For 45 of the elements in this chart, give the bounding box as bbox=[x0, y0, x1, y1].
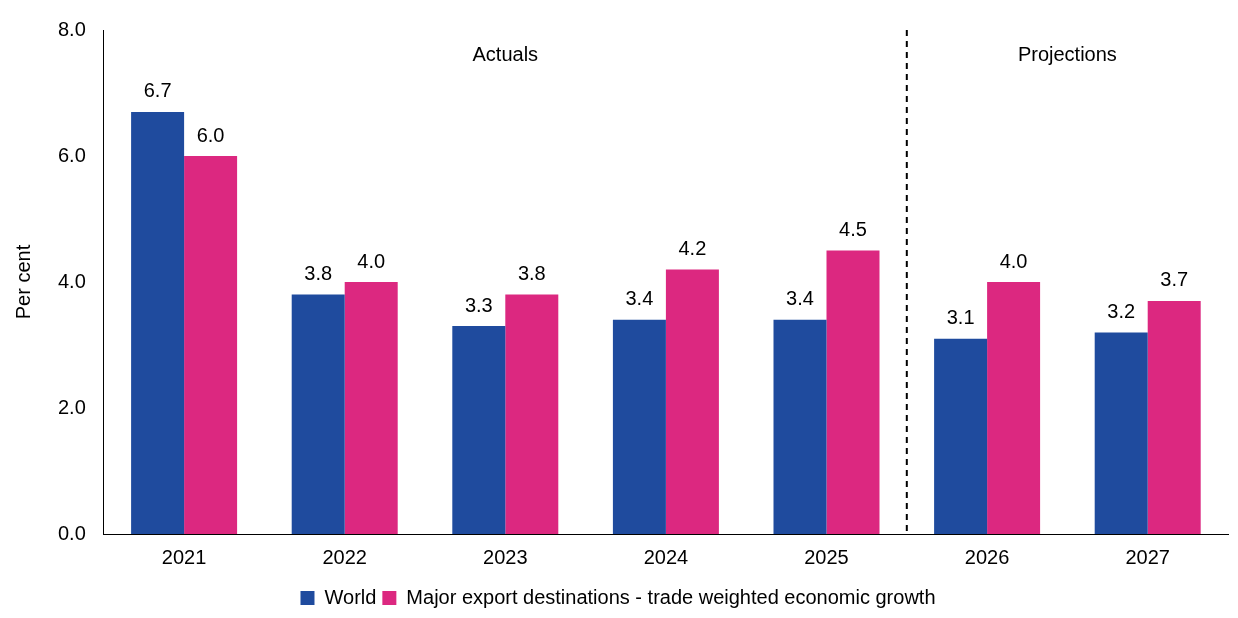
y-tick-label: 2.0 bbox=[57, 395, 86, 418]
data-label: 6.0 bbox=[196, 123, 225, 146]
bar bbox=[665, 269, 719, 534]
bar bbox=[452, 326, 506, 534]
legend-label: Major export destinations - trade weighted economic growth bbox=[406, 585, 936, 608]
bar bbox=[934, 338, 988, 534]
bar bbox=[1094, 332, 1148, 534]
bar bbox=[505, 294, 559, 534]
x-tick-label: 2027 bbox=[1125, 545, 1170, 568]
data-label: 4.0 bbox=[999, 249, 1028, 272]
data-label: 3.4 bbox=[625, 287, 654, 310]
y-tick-label: 4.0 bbox=[57, 269, 86, 292]
data-label: 3.7 bbox=[1160, 268, 1189, 291]
bar bbox=[826, 250, 880, 534]
data-label: 3.8 bbox=[517, 262, 546, 285]
y-tick-label: 8.0 bbox=[57, 17, 86, 40]
y-tick-label: 0.0 bbox=[57, 521, 86, 544]
data-label: 4.2 bbox=[678, 236, 707, 259]
bar bbox=[1147, 300, 1201, 534]
y-axis-title: Per cent bbox=[11, 244, 34, 320]
bar bbox=[987, 282, 1041, 534]
x-tick-label: 2022 bbox=[322, 545, 367, 568]
legend-label: World bbox=[324, 585, 377, 608]
data-label: 6.7 bbox=[143, 79, 172, 102]
annotation: Actuals bbox=[472, 42, 539, 65]
bar bbox=[344, 282, 398, 534]
bar bbox=[773, 319, 827, 534]
data-label: 3.4 bbox=[786, 287, 814, 310]
x-tick-label: 2024 bbox=[643, 545, 689, 568]
data-label: 4.0 bbox=[357, 249, 386, 272]
bar bbox=[612, 319, 666, 534]
x-tick-label: 2026 bbox=[964, 545, 1010, 568]
bar bbox=[291, 294, 345, 534]
data-label: 3.1 bbox=[946, 306, 975, 329]
data-label: 3.2 bbox=[1107, 299, 1136, 322]
y-tick-label: 6.0 bbox=[57, 143, 86, 166]
annotation: Projections bbox=[1017, 42, 1117, 65]
data-label: 3.8 bbox=[304, 262, 333, 285]
data-label: 3.3 bbox=[464, 293, 493, 316]
bar bbox=[131, 111, 185, 534]
x-tick-label: 2023 bbox=[483, 545, 528, 568]
x-tick-label: 2021 bbox=[161, 545, 207, 568]
data-label: 4.5 bbox=[839, 218, 867, 241]
x-tick-label: 2025 bbox=[804, 545, 849, 568]
bar bbox=[184, 156, 238, 534]
